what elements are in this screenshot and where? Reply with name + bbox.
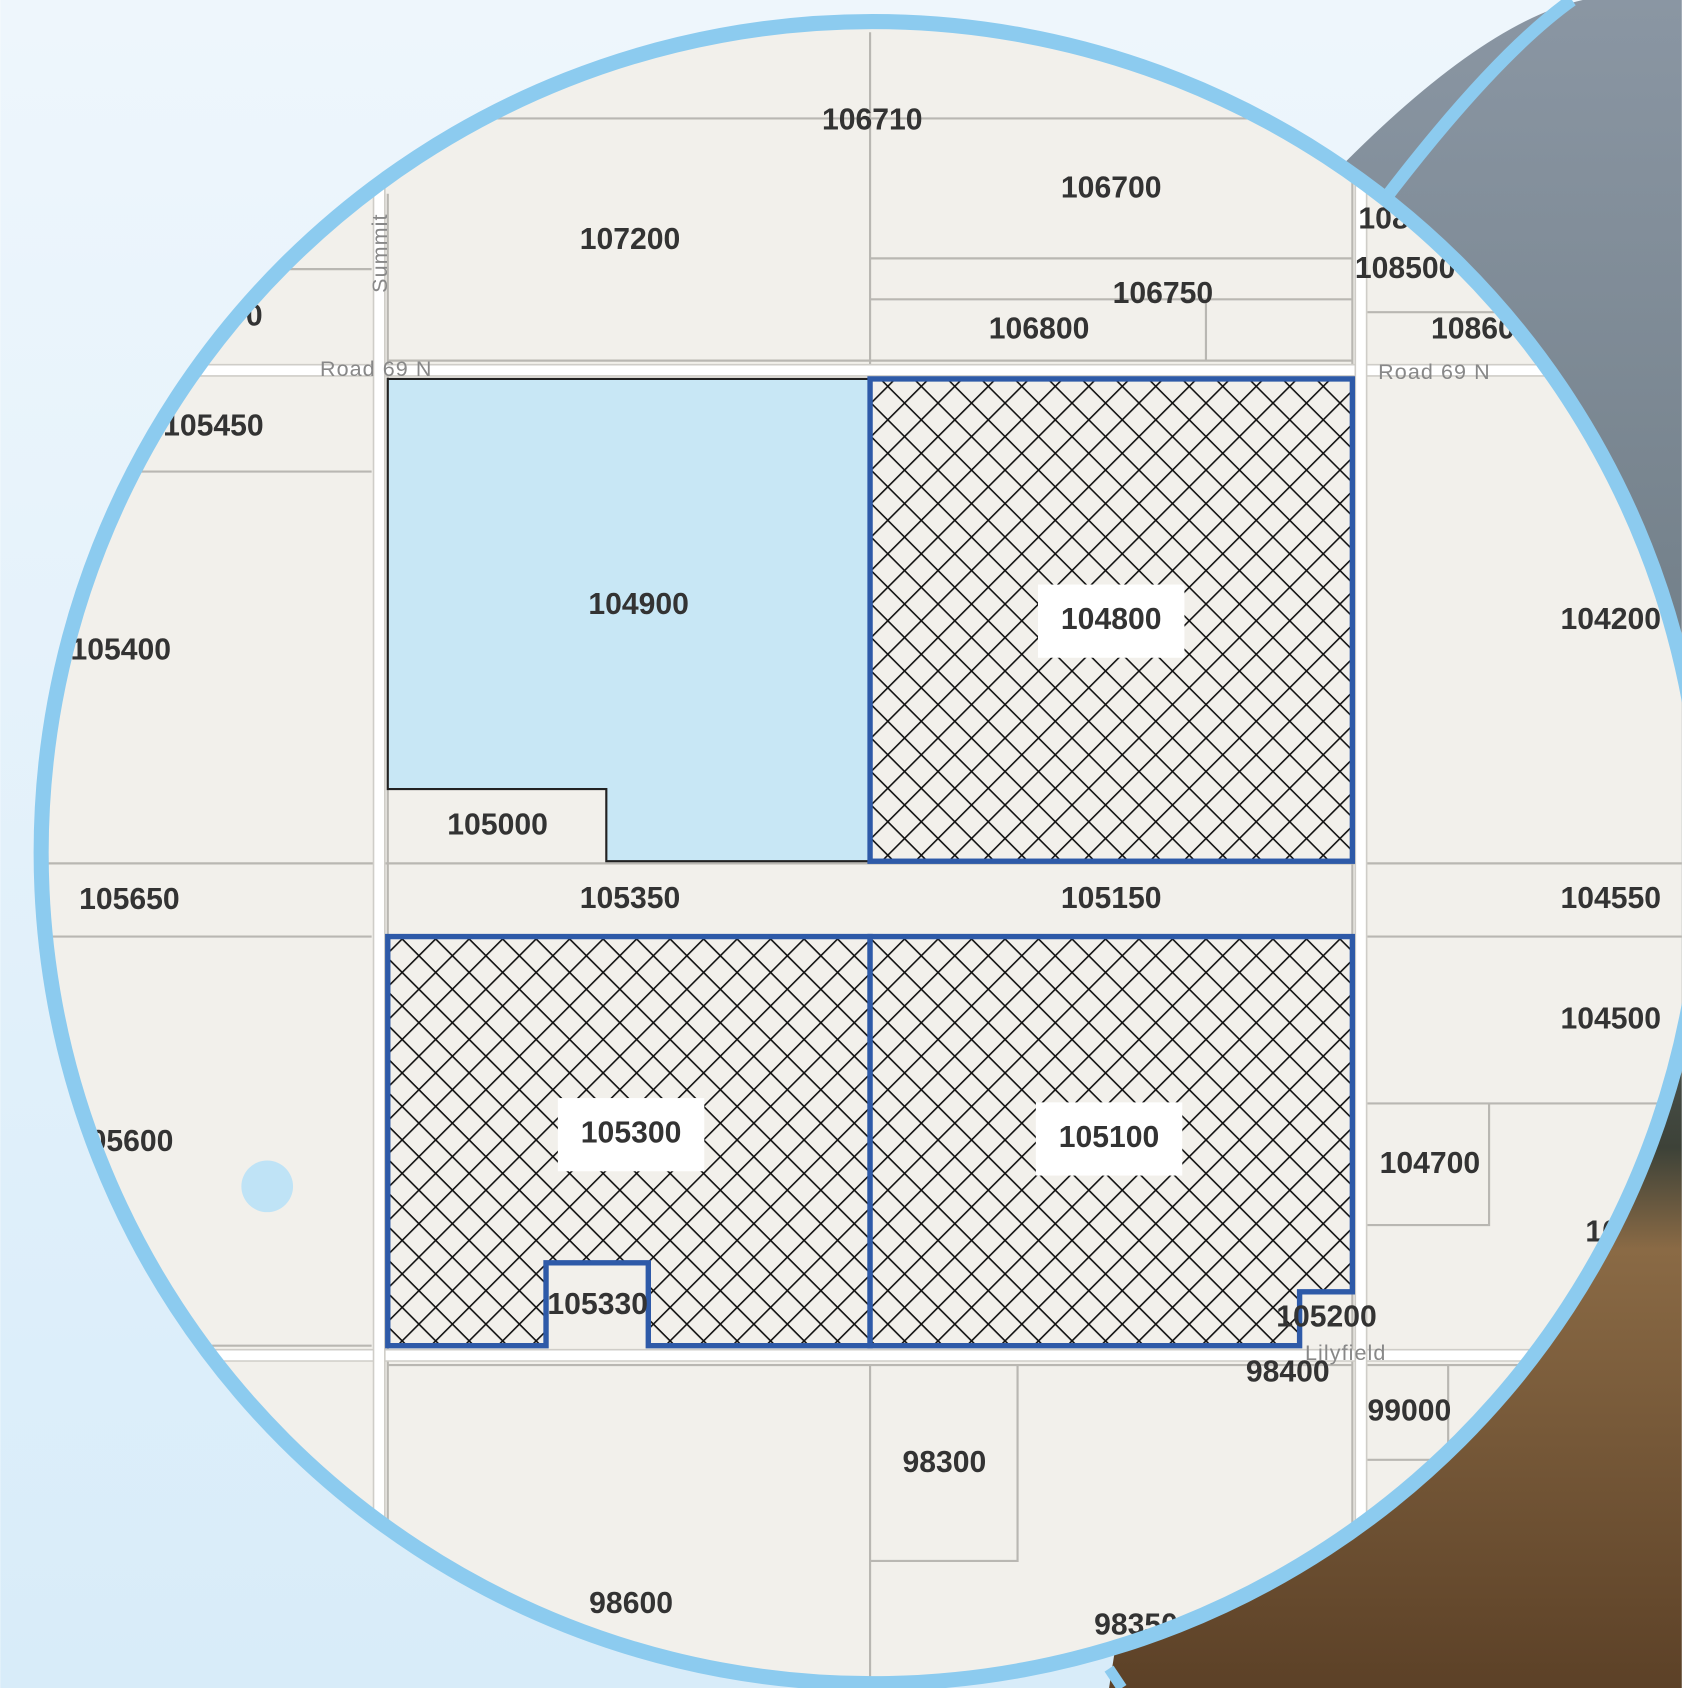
parcel-label: 105000 [447,809,548,842]
parcel-label: 104900 [588,588,689,621]
parcel-label: 105100 [1059,1121,1160,1154]
parcel-label: 105350 [580,882,681,915]
parcel-label: 105200 [1276,1301,1377,1334]
parcel-label: 105450 [163,409,264,442]
parcel-label: 106750 [1113,277,1214,310]
lens-ring [33,14,1682,1688]
parcel-label: 106800 [989,312,1090,345]
label-box [1035,1102,1183,1176]
parcel-label: 106710 [822,104,923,137]
parcel-label: 104700 [1380,1147,1481,1180]
lens-handle [1104,1665,1127,1688]
road-label: Lilyfield [1305,1341,1386,1365]
parcel-label: 105300 [581,1117,682,1150]
parcel-label: 105650 [79,883,180,916]
photo-arc [1383,0,1576,198]
parcel-label: 104550 [1560,882,1661,915]
parcel-label: 104500 [1560,1003,1661,1036]
parcel-label: 99000 [1368,1394,1452,1427]
road-label: Summit [368,213,392,292]
pond [241,1160,294,1213]
label-box [557,1098,705,1172]
parcel-label: 104200 [1560,603,1661,636]
parcel-label: 105330 [547,1288,648,1321]
label-box [1038,584,1185,658]
road-label: Road 69 N [320,357,433,381]
road-label: Road 69 N [1378,360,1491,384]
parcel-label: 104800 [1061,603,1162,636]
parcel-label: 98300 [902,1446,986,1479]
parcel-label: 98600 [589,1587,673,1620]
parcel-label: 108500 [1355,252,1456,285]
parcel-label: 107200 [580,223,681,256]
parcel-label: 105400 [71,633,172,666]
parcel-label: 98400 [1246,1356,1330,1389]
parcel-label: 105150 [1061,882,1162,915]
parcel-label: 106700 [1061,171,1162,204]
